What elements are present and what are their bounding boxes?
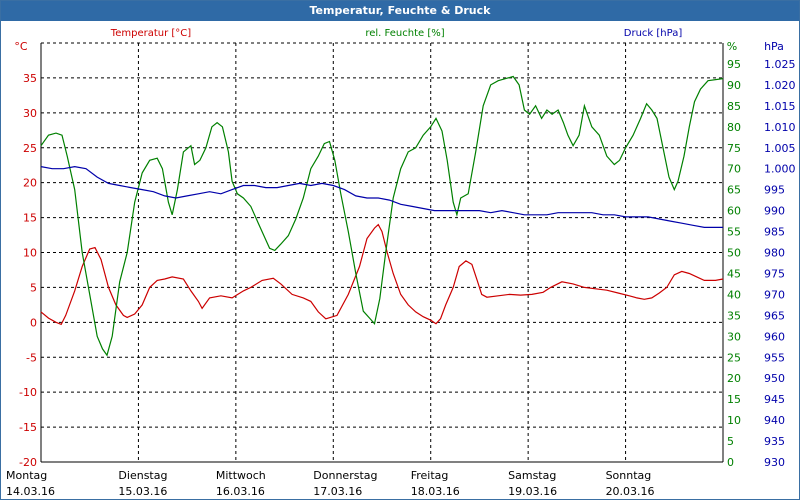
x-date-label: 14.03.16 (6, 485, 55, 498)
humidity-tick-label: 40 (727, 288, 741, 301)
x-day-label: Samstag (508, 469, 556, 482)
chart-title: Temperatur, Feuchte & Druck (1, 1, 799, 21)
x-day-label: Donnerstag (313, 469, 377, 482)
x-day-label: Dienstag (118, 469, 167, 482)
temperature-tick-label: 0 (30, 316, 37, 329)
humidity-tick-label: 60 (727, 205, 741, 218)
humidity-tick-label: 80 (727, 121, 741, 134)
humidity-tick-label: 30 (727, 330, 741, 343)
humidity-tick-label: 75 (727, 142, 741, 155)
temperature-tick-label: 10 (23, 247, 37, 260)
series-line-temperature (40, 223, 724, 326)
x-day-label: Sonntag (606, 469, 652, 482)
pressure-tick-label: 1.005 (764, 142, 796, 155)
pressure-tick-label: 1.025 (764, 58, 796, 71)
x-date-label: 20.03.16 (606, 485, 655, 498)
temperature-tick-label: -10 (19, 386, 37, 399)
x-date-label: 16.03.16 (216, 485, 265, 498)
humidity-tick-label: 5 (727, 435, 734, 448)
pressure-tick-label: 985 (764, 226, 785, 239)
humidity-tick-label: 85 (727, 100, 741, 113)
humidity-tick-label: 55 (727, 226, 741, 239)
humidity-tick-label: 25 (727, 351, 741, 364)
humidity-tick-label: 65 (727, 184, 741, 197)
humidity-tick-label: 20 (727, 372, 741, 385)
temperature-tick-label: 25 (23, 142, 37, 155)
temperature-unit-label: °C (14, 40, 28, 53)
x-date-label: 17.03.16 (313, 485, 362, 498)
pressure-tick-label: 965 (764, 309, 785, 322)
temperature-tick-label: 20 (23, 177, 37, 190)
pressure-tick-label: 945 (764, 393, 785, 406)
temperature-tick-label: -20 (19, 456, 37, 469)
x-day-label: Montag (6, 469, 47, 482)
temperature-tick-label: -5 (26, 351, 37, 364)
pressure-tick-label: 990 (764, 205, 785, 218)
humidity-tick-label: 10 (727, 414, 741, 427)
temperature-tick-label: 35 (23, 72, 37, 85)
pressure-tick-label: 980 (764, 247, 785, 260)
humidity-tick-label: 50 (727, 247, 741, 260)
pressure-tick-label: 940 (764, 414, 785, 427)
humidity-tick-label: 45 (727, 267, 741, 280)
temperature-axis-title: Temperatur [°C] (110, 28, 191, 39)
x-date-label: 19.03.16 (508, 485, 557, 498)
humidity-unit-label: % (727, 40, 737, 53)
temperature-tick-label: 15 (23, 212, 37, 225)
pressure-tick-label: 995 (764, 184, 785, 197)
humidity-tick-label: 0 (727, 456, 734, 469)
series-line-pressure (40, 165, 723, 228)
x-day-label: Mittwoch (216, 469, 266, 482)
pressure-tick-label: 930 (764, 456, 785, 469)
humidity-tick-label: 15 (727, 393, 741, 406)
x-day-label: Freitag (411, 469, 449, 482)
temperature-tick-label: 5 (30, 281, 37, 294)
humidity-tick-label: 95 (727, 58, 741, 71)
pressure-axis-title: Druck [hPa] (624, 28, 683, 39)
humidity-tick-label: 70 (727, 163, 741, 176)
pressure-tick-label: 935 (764, 435, 785, 448)
humidity-axis-title: rel. Feuchte [%] (365, 28, 444, 39)
pressure-tick-label: 960 (764, 330, 785, 343)
x-date-label: 18.03.16 (411, 485, 460, 498)
x-date-label: 15.03.16 (118, 485, 167, 498)
humidity-tick-label: 35 (727, 309, 741, 322)
temperature-tick-label: 30 (23, 107, 37, 120)
pressure-tick-label: 1.020 (764, 79, 796, 92)
pressure-tick-label: 975 (764, 267, 785, 280)
series-line-humidity (40, 75, 724, 357)
pressure-tick-label: 970 (764, 288, 785, 301)
pressure-tick-label: 950 (764, 372, 785, 385)
pressure-tick-label: 955 (764, 351, 785, 364)
pressure-tick-label: 1.015 (764, 100, 796, 113)
temperature-tick-label: -15 (19, 421, 37, 434)
pressure-unit-label: hPa (764, 40, 784, 53)
pressure-tick-label: 1.010 (764, 121, 796, 134)
humidity-tick-label: 90 (727, 79, 741, 92)
pressure-tick-label: 1.000 (764, 163, 796, 176)
